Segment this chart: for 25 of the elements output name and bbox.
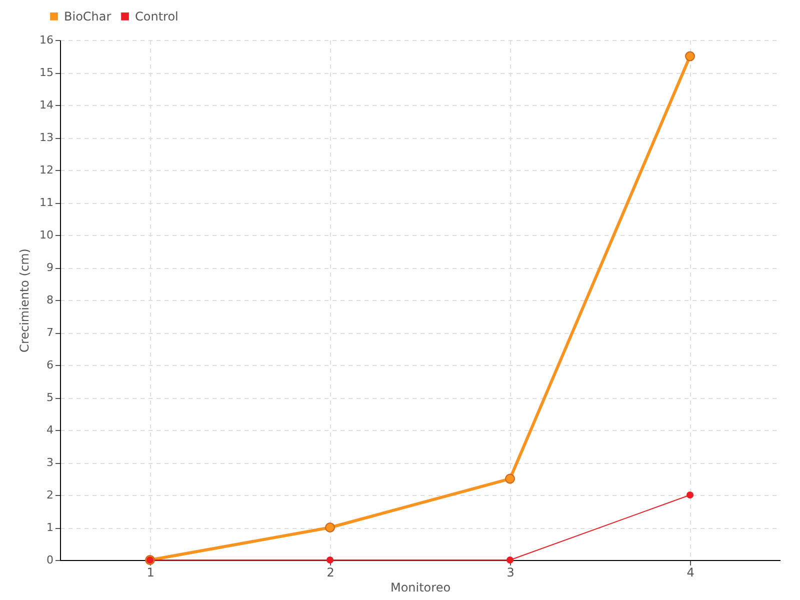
y-tick-label: 16: [40, 34, 54, 46]
x-axis-title: Monitoreo: [390, 580, 451, 594]
y-tick-label: 15: [40, 66, 54, 79]
y-tick-label: 9: [46, 261, 54, 274]
x-tick-label: 3: [506, 566, 514, 580]
y-tick-label: 10: [40, 228, 54, 242]
legend-label: Control: [135, 9, 178, 24]
y-tick-label: 11: [40, 196, 54, 209]
y-tick-label: 7: [46, 326, 54, 339]
y-tick-label: 1: [46, 521, 54, 534]
y-tick-label: 8: [46, 294, 54, 306]
y-tick-label: 14: [40, 98, 54, 112]
y-tick-label: 12: [40, 164, 54, 176]
x-tick-label: 4: [686, 566, 694, 580]
legend-label: BioChar: [64, 9, 112, 24]
x-tick-label: 2: [326, 566, 334, 580]
y-tick-label: 13: [40, 131, 54, 144]
y-tick-label: 6: [46, 358, 54, 372]
y-tick-label: 2: [46, 488, 54, 502]
y-tick-label: 4: [46, 424, 54, 436]
y-tick-label: 0: [46, 554, 54, 566]
y-tick-label: 5: [46, 391, 54, 404]
x-tick-label: 1: [146, 566, 154, 580]
y-tick-label: 3: [46, 456, 54, 469]
y-axis-title: Crecimiento (cm): [18, 248, 32, 352]
